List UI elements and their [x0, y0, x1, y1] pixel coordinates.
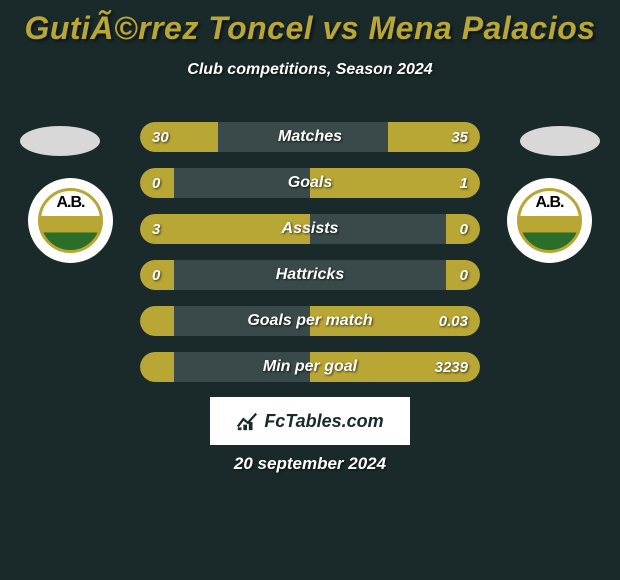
stat-label: Assists [140, 220, 480, 238]
stat-value-right: 35 [451, 129, 468, 146]
stats-container: 30 Matches 35 0 Goals 1 3 Assists 0 0 Ha… [140, 122, 480, 398]
stat-row-mpg: Min per goal 3239 [140, 352, 480, 382]
player-marker-left [20, 126, 100, 156]
comparison-subtitle: Club competitions, Season 2024 [0, 61, 620, 79]
chart-icon [236, 410, 258, 432]
stat-value-right: 0.03 [439, 313, 468, 330]
watermark-text: FcTables.com [264, 411, 383, 432]
stat-row-goals: 0 Goals 1 [140, 168, 480, 198]
stat-value-right: 0 [460, 221, 468, 238]
date-label: 20 september 2024 [0, 454, 620, 474]
stat-value-right: 3239 [435, 359, 468, 376]
club-badge-left-text: A.B. [57, 194, 85, 212]
stat-value-right: 1 [460, 175, 468, 192]
club-badge-right: A.B. [507, 178, 592, 263]
stat-label: Hattricks [140, 266, 480, 284]
comparison-title: GutiÃ©rrez Toncel vs Mena Palacios [0, 0, 620, 47]
stat-row-assists: 3 Assists 0 [140, 214, 480, 244]
club-badge-right-inner: A.B. [517, 188, 582, 253]
club-badge-left: A.B. [28, 178, 113, 263]
stat-value-right: 0 [460, 267, 468, 284]
stat-label: Min per goal [140, 358, 480, 376]
club-badge-right-text: A.B. [536, 194, 564, 212]
stat-label: Goals per match [140, 312, 480, 330]
stat-label: Matches [140, 128, 480, 146]
watermark: FcTables.com [210, 397, 410, 445]
stat-label: Goals [140, 174, 480, 192]
stat-row-hattricks: 0 Hattricks 0 [140, 260, 480, 290]
stat-row-gpm: Goals per match 0.03 [140, 306, 480, 336]
stat-row-matches: 30 Matches 35 [140, 122, 480, 152]
player-marker-right [520, 126, 600, 156]
club-badge-left-inner: A.B. [38, 188, 103, 253]
